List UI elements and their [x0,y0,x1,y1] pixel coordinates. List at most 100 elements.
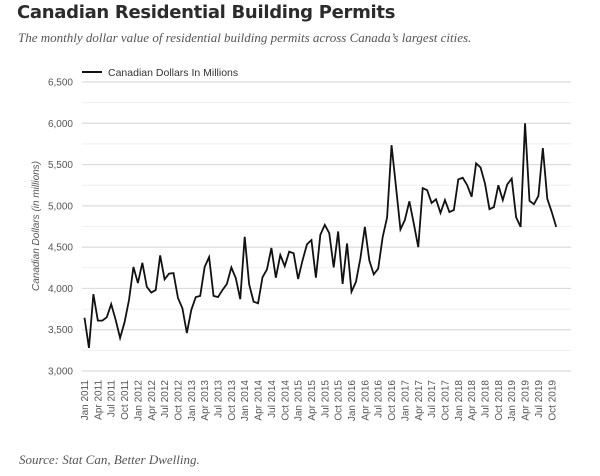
data-point [515,216,518,219]
y-tick-label: 4,000 [48,284,73,295]
data-point [92,293,95,296]
data-point [239,298,242,301]
data-point [314,276,317,279]
series-line [83,123,558,349]
x-tick-label: Jul 2015 [320,380,331,418]
data-point [265,268,268,271]
y-axis-ticks: 3,000 3,500 4,000 4,500 5,000 5,500 6,000 6,500 [48,78,73,378]
data-point [119,336,122,339]
data-point [381,236,384,239]
chart-title: Canadian Residential Building Permits [17,2,396,23]
data-point [506,183,509,186]
data-point [310,239,313,242]
data-point [176,296,179,299]
x-tick-label: Jan 2011 [80,380,91,421]
x-tick-label: Apr 2012 [147,380,158,421]
data-point [541,147,544,150]
x-tick-label: Oct 2019 [547,380,558,421]
data-point [323,223,326,226]
data-point [203,265,206,268]
data-point [452,208,455,211]
data-point [292,252,295,255]
chart-subtitle: The monthly dollar value of residential … [18,30,472,45]
data-point [248,283,251,286]
data-point [243,235,246,238]
data-point [354,280,357,283]
source-note: Source: Stat Can, Better Dwelling. [19,452,200,467]
data-point [341,282,344,285]
gridlines [82,81,571,372]
x-tick-label: Jul 2019 [534,380,545,418]
data-point [141,261,144,264]
data-point [168,272,171,275]
x-tick-label: Oct 2011 [120,380,131,420]
data-point [528,199,531,202]
data-point [412,222,415,225]
x-tick-label: Jan 2013 [187,380,198,422]
data-point [128,298,131,301]
data-point [230,266,233,269]
x-axis-ticks: Jan 2011 Apr 2011 Jul 2011 Oct 2011 Jan 2012… [80,380,558,422]
data-point [501,199,504,202]
data-point [532,203,535,206]
data-point [297,277,300,280]
x-tick-label: Jan 2012 [133,380,144,422]
data-point [390,144,393,147]
x-tick-label: Jul 2018 [481,380,492,418]
x-tick-label: Jul 2017 [427,380,438,418]
data-point [421,187,424,190]
y-tick-label: 6,000 [48,119,73,130]
data-point [448,211,451,214]
data-point [159,254,162,257]
x-tick-label: Jan 2014 [240,380,251,422]
data-point [395,185,398,188]
data-point [470,195,473,198]
data-point [430,201,433,204]
data-point [279,253,282,256]
data-point [439,211,442,214]
y-tick-label: 6,500 [48,78,73,89]
x-tick-label: Oct 2017 [440,380,451,421]
data-point [225,282,228,285]
x-tick-label: Jan 2016 [347,380,358,422]
y-tick-label: 3,500 [48,325,73,336]
data-point [368,259,371,262]
data-point [163,278,166,281]
x-tick-label: Apr 2018 [467,380,478,421]
data-point [417,246,420,249]
data-point [337,230,340,233]
data-point [252,300,255,303]
data-point [350,290,353,293]
series-group [83,123,558,349]
y-tick-label: 5,000 [48,201,73,212]
data-point [101,319,104,322]
data-point [87,346,90,349]
data-point [555,225,558,228]
data-point [270,246,273,249]
data-point [435,198,438,201]
data-point [399,228,402,231]
data-point [519,225,522,228]
data-point [408,200,411,203]
data-point [306,243,309,246]
x-tick-label: Apr 2015 [307,380,318,421]
x-tick-label: Apr 2017 [414,380,425,421]
data-point [301,259,304,262]
data-point [319,233,322,236]
data-point [457,178,460,181]
data-point [145,285,148,288]
x-tick-label: Oct 2016 [387,380,398,421]
data-point [110,303,113,306]
x-tick-label: Apr 2014 [254,380,265,421]
data-point [234,277,237,280]
legend-label: Canadian Dollars In Millions [108,67,238,79]
data-point [537,194,540,197]
data-point [403,218,406,221]
x-tick-label: Jul 2011 [107,380,118,418]
data-point [546,197,549,200]
data-point [377,267,380,270]
data-point [199,294,202,297]
x-tick-label: Oct 2013 [227,380,238,421]
y-tick-label: 5,500 [48,160,73,171]
